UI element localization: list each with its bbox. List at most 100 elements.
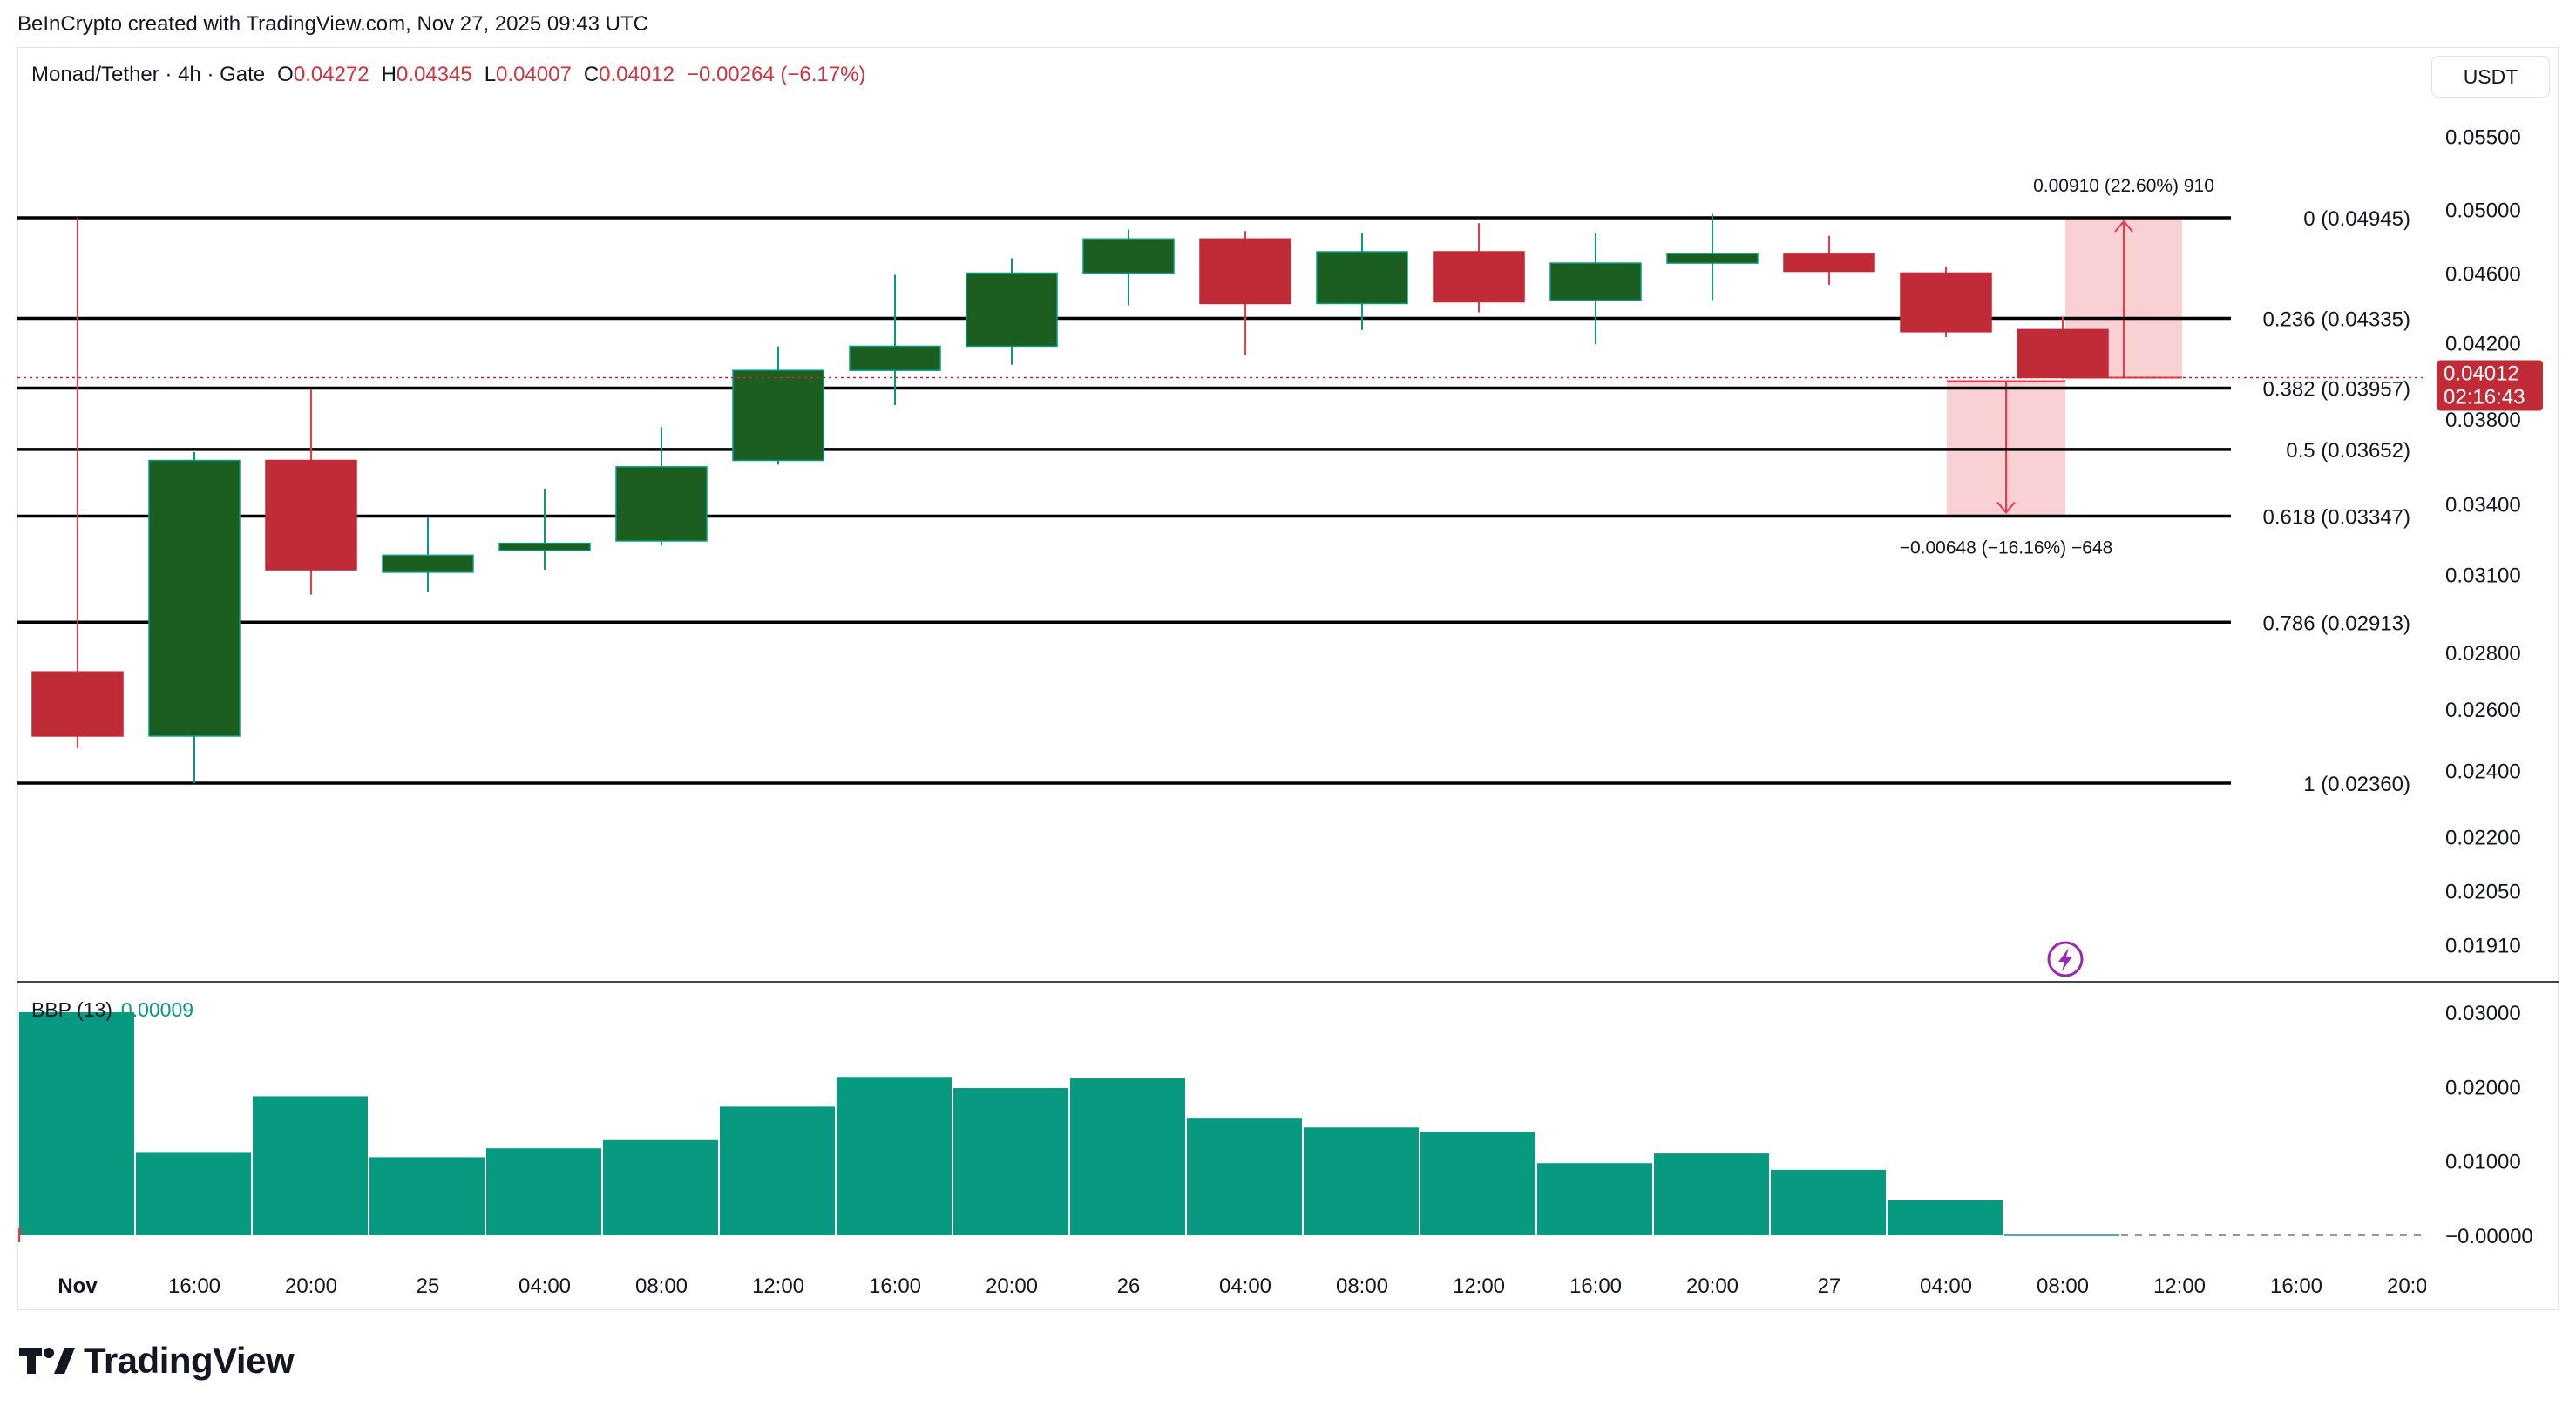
x-axis-tick-label: 16:00 [1569,1274,1622,1298]
high-label: H [381,63,397,86]
x-axis-tick-label: 25 [417,1274,440,1298]
x-axis-tick-label: 16:00 [168,1274,220,1298]
candle-bullish [615,427,708,546]
low-value: 0.04007 [496,63,572,86]
candle-bearish [1783,235,1875,285]
fib-retracement: 0 (0.04945) 0.236 (0.04335) 0.382 (0.03957… [17,207,2410,796]
chart-frame [17,47,2559,1310]
change-value: −0.00264 (−6.17%) [686,63,866,86]
candle-body [615,466,708,542]
measure-up-label: 0.00910 (22.60%) 910 [2033,176,2214,196]
candle-bullish [849,274,941,406]
symbol-name: Monad/Tether · 4h · Gate [31,63,266,86]
price-tag-countdown: 02:16:43 [2444,385,2525,409]
y-axis-tick-label: 0.02600 [2445,699,2521,722]
lightning-icon [2047,941,2084,977]
y-axis-tick-label: 0.03400 [2445,494,2521,517]
measure-up-arrowhead [2114,220,2133,233]
candle-bullish [966,258,1058,365]
symbol-legend[interactable]: Monad/Tether · 4h · Gate O0.04272 H0.04345… [31,63,865,87]
bbp-bar [136,1152,251,1235]
y-axis-tick-label: 0.05000 [2445,199,2521,222]
high-value: 0.04345 [396,63,472,86]
candle-body [1082,238,1175,274]
x-axis-tick-label: 08:00 [2037,1274,2089,1298]
tradingview-wordmark: TradingView [84,1340,295,1381]
candle-body [1666,253,1759,264]
x-axis-tick-label: 20:00 [986,1274,1038,1298]
candle-bullish [1082,229,1175,306]
y-axis-tick-label: 0.03100 [2445,565,2521,588]
candle-body [148,459,241,737]
y-axis-tick-label: 0.01910 [2445,935,2521,958]
bbp-bar [1420,1132,1535,1235]
y-axis-tick-label: 0.04600 [2445,262,2521,286]
candle-bullish [1316,233,1408,330]
close-value: 0.04012 [599,63,675,86]
bbp-bar [1070,1078,1185,1235]
bbp-bar [486,1148,601,1235]
axes: 0.05500 0.05000 0.04600 0.04200 0.03800 0.034… [58,126,2557,1302]
x-axis-tick-label: 27 [1818,1274,1841,1298]
fib-level-label: 0 (0.04945) [2303,207,2410,231]
candle-body [732,369,824,462]
bbp-bar [1888,1200,2003,1235]
measure-down-arrowhead [1996,501,2016,515]
candle-bearish [2017,316,2109,379]
bbp-bar [369,1157,485,1235]
x-axis-tick-label: 16:00 [2270,1274,2322,1298]
candle-body [265,459,357,571]
bbp-axis-tick-label: 0.03000 [2445,1002,2521,1025]
bbp-bar [953,1088,1068,1235]
x-axis-tick-label: 12:00 [1453,1274,1505,1298]
fib-level-label: 1 (0.02360) [2303,773,2410,796]
fib-level-label: 0.236 (0.04335) [2263,308,2410,332]
bbp-current-value: 0.00009 [120,998,194,1021]
x-axis-tick-label: 04:00 [1920,1274,1972,1298]
x-axis-tick-label: 20:00 [285,1274,337,1298]
tradingview-brand[interactable]: TradingView [19,1340,295,1382]
lightning-icon-bolt [2058,948,2072,971]
candle-body [1433,251,1525,303]
bbp-bar [837,1077,952,1235]
candle-bearish [1433,223,1525,313]
candle-body [1199,238,1291,305]
x-axis-tick-label: 16:00 [869,1274,921,1298]
attribution-text: BeInCrypto created with TradingView.com,… [17,12,648,36]
candle-body [382,554,474,573]
x-axis-tick-label: 26 [1117,1274,1141,1298]
currency-unit-button[interactable]: USDT [2431,56,2550,98]
x-axis-tick-label: 12:00 [2153,1274,2206,1298]
y-axis-tick-label: 0.02200 [2445,827,2521,850]
low-label: L [484,63,497,86]
open-value: 0.04272 [293,63,369,86]
bbp-bar [1654,1153,1769,1235]
candle-body [2017,328,2109,379]
candle-body [966,272,1058,348]
x-axis-tick-label: 04:00 [1219,1274,1271,1298]
bbp-bar [253,1096,368,1235]
candle-body [849,345,941,371]
x-axis-tick-label: 12:00 [752,1274,804,1298]
y-axis-tick-label: 0.03800 [2445,409,2521,432]
bbp-indicator-name: BBP (13) [31,998,112,1021]
bbp-axis-tick-label: −0.00000 [2445,1225,2533,1248]
candle-bullish [148,451,241,783]
bbp-bar [1537,1163,1652,1235]
candle-bearish [1199,231,1291,356]
y-axis-tick-label: 0.02050 [2445,881,2521,904]
candle-bullish [1549,233,1642,345]
candle-bullish [1666,213,1759,301]
tradingview-logo-icon [19,1348,75,1374]
candle-body [1900,272,1992,333]
candle-body [31,671,124,737]
bbp-axis-tick-label: 0.02000 [2445,1076,2521,1099]
open-label: O [277,63,294,86]
bbp-histogram [18,1012,2423,1242]
bbp-legend[interactable]: BBP (13) 0.00009 [31,998,193,1022]
candle-bullish [498,488,591,571]
price-tag-value: 0.04012 [2444,362,2519,385]
candle-bullish [732,346,824,465]
